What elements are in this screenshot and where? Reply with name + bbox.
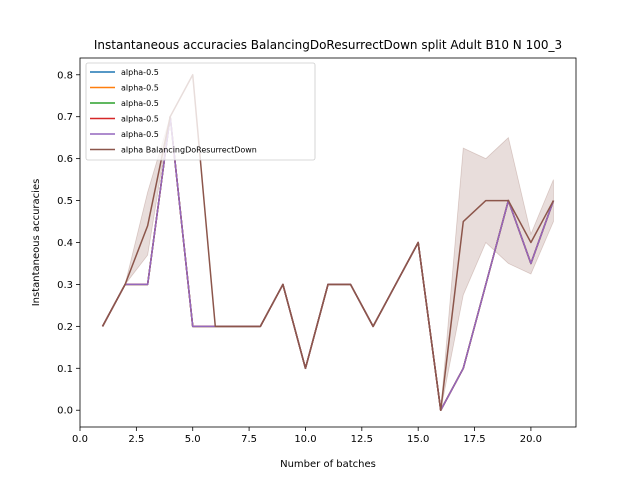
x-axis: 0.0 2.5 5.0 7.5 10.0 12.5 15.0 17.5 20.0 [72, 427, 542, 445]
x-tick-label: 12.5 [351, 434, 373, 445]
legend-label: alpha BalancingDoResurrectDown [121, 146, 257, 155]
x-tick-label: 7.5 [241, 434, 257, 445]
chart-title: Instantaneous accuracies BalancingDoResu… [94, 38, 562, 52]
x-tick-label: 0.0 [72, 434, 88, 445]
y-tick-label: 0.8 [57, 70, 73, 81]
x-tick-label: 2.5 [128, 434, 144, 445]
y-axis-label: Instantaneous accuracies [31, 179, 42, 307]
y-tick-label: 0.4 [57, 238, 73, 249]
x-tick-label: 10.0 [294, 434, 316, 445]
y-tick-label: 0.6 [57, 154, 73, 165]
x-tick-label: 17.5 [463, 434, 485, 445]
y-tick-label: 0.0 [57, 406, 73, 417]
x-tick-label: 15.0 [407, 434, 429, 445]
x-tick-label: 20.0 [520, 434, 542, 445]
legend-label: alpha-0.5 [121, 130, 159, 139]
y-tick-label: 0.1 [57, 364, 73, 375]
legend-label: alpha-0.5 [121, 68, 159, 77]
legend-label: alpha-0.5 [121, 84, 159, 93]
y-tick-label: 0.5 [57, 196, 73, 207]
y-tick-label: 0.2 [57, 322, 73, 333]
x-tick-label: 5.0 [185, 434, 201, 445]
y-tick-label: 0.3 [57, 280, 73, 291]
x-axis-label: Number of batches [280, 459, 376, 470]
legend-label: alpha-0.5 [121, 99, 159, 108]
legend-label: alpha-0.5 [121, 115, 159, 124]
y-tick-label: 0.7 [57, 112, 73, 123]
legend: alpha-0.5 alpha-0.5 alpha-0.5 alpha-0.5 alph… [85, 62, 316, 161]
y-axis: 0.0 0.1 0.2 0.3 0.4 0.5 0.6 0.7 0.8 [57, 70, 80, 417]
legend-box [85, 62, 316, 161]
